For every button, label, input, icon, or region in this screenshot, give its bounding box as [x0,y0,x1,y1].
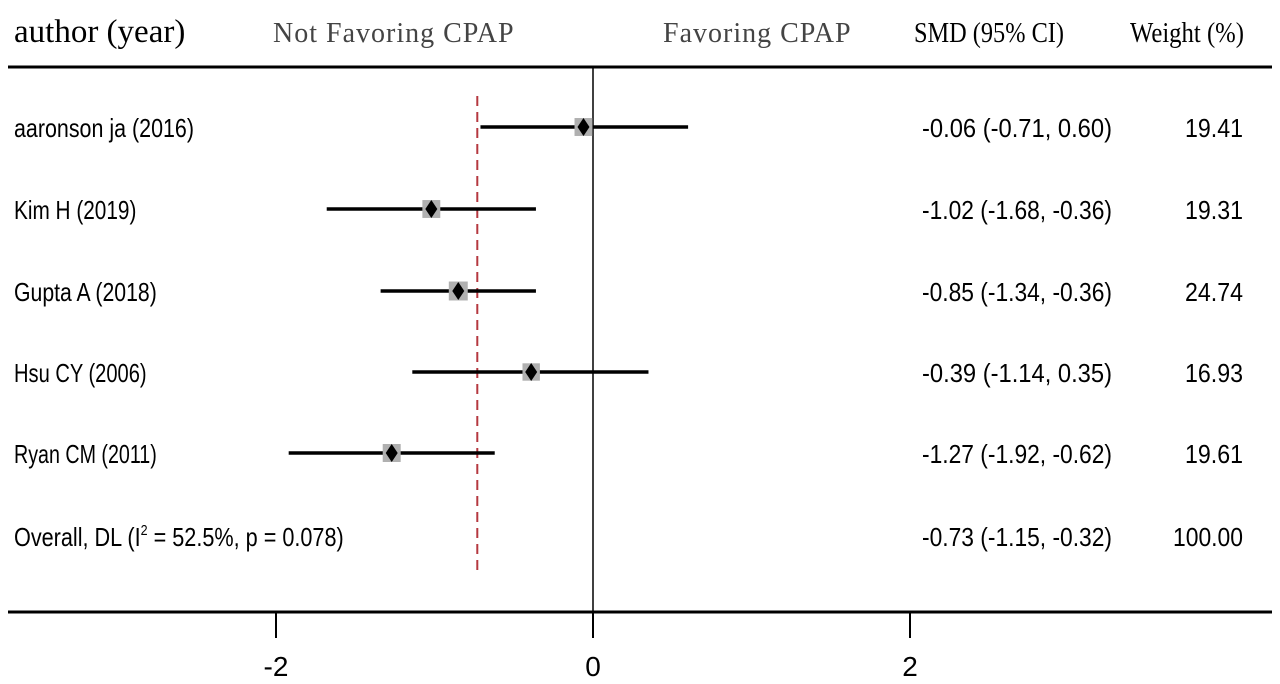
study-smd-ci: -0.06 (-0.71, 0.60) [922,113,1112,143]
study-row: Ryan CM (2011) -1.27 (-1.92, -0.62) 19.61 [14,439,1243,469]
overall-smd-ci: -0.73 (-1.15, -0.32) [922,522,1112,552]
x-tick-label: 2 [902,651,918,682]
overall-weight: 100.00 [1173,522,1243,552]
study-smd-ci: -0.39 (-1.14, 0.35) [922,358,1112,388]
x-tick-label: 0 [585,651,601,682]
study-weight: 24.74 [1185,277,1243,307]
study-point-marker [525,363,538,381]
study-label: aaronson ja (2016) [14,113,194,143]
header-weight-column: Weight (%) [1130,17,1244,49]
study-point-marker [452,282,465,300]
header-effect-column: SMD (95% CI) [914,17,1064,49]
study-row: aaronson ja (2016) -0.06 (-0.71, 0.60) 19.… [14,113,1243,143]
x-axis-ticks: -2 0 2 [264,612,918,682]
study-weight: 19.41 [1185,113,1243,143]
study-label: Ryan CM (2011) [14,439,157,469]
study-smd-ci: -0.85 (-1.34, -0.36) [922,277,1112,307]
study-point-marker [577,118,590,136]
overall-label: Overall, DL (I2 = 52.5%, p = 0.078) [14,522,344,553]
study-row: Hsu CY (2006) -0.39 (-1.14, 0.35) 16.93 [14,358,1243,388]
study-point-marker [385,444,398,462]
header-not-favoring: Not Favoring CPAP [273,18,515,49]
study-label: Gupta A (2018) [14,277,157,307]
study-row: Kim H (2019) -1.02 (-1.68, -0.36) 19.31 [14,195,1243,225]
study-row: Gupta A (2018) -0.85 (-1.34, -0.36) 24.74 [14,277,1243,307]
study-point-marker [425,200,438,218]
study-smd-ci: -1.02 (-1.68, -0.36) [922,195,1112,225]
study-weight: 19.61 [1185,439,1243,469]
header-study-column: author (year) [14,14,185,50]
study-smd-ci: -1.27 (-1.92, -0.62) [922,439,1112,469]
x-tick-label: -2 [264,651,289,682]
header-favoring: Favoring CPAP [663,18,852,49]
study-rows: aaronson ja (2016) -0.06 (-0.71, 0.60) 19.… [14,113,1243,553]
study-label: Kim H (2019) [14,195,136,225]
study-label: Hsu CY (2006) [14,358,147,388]
study-weight: 16.93 [1185,358,1243,388]
study-weight: 19.31 [1185,195,1243,225]
overall-row: Overall, DL (I2 = 52.5%, p = 0.078) -0.73… [14,522,1243,553]
